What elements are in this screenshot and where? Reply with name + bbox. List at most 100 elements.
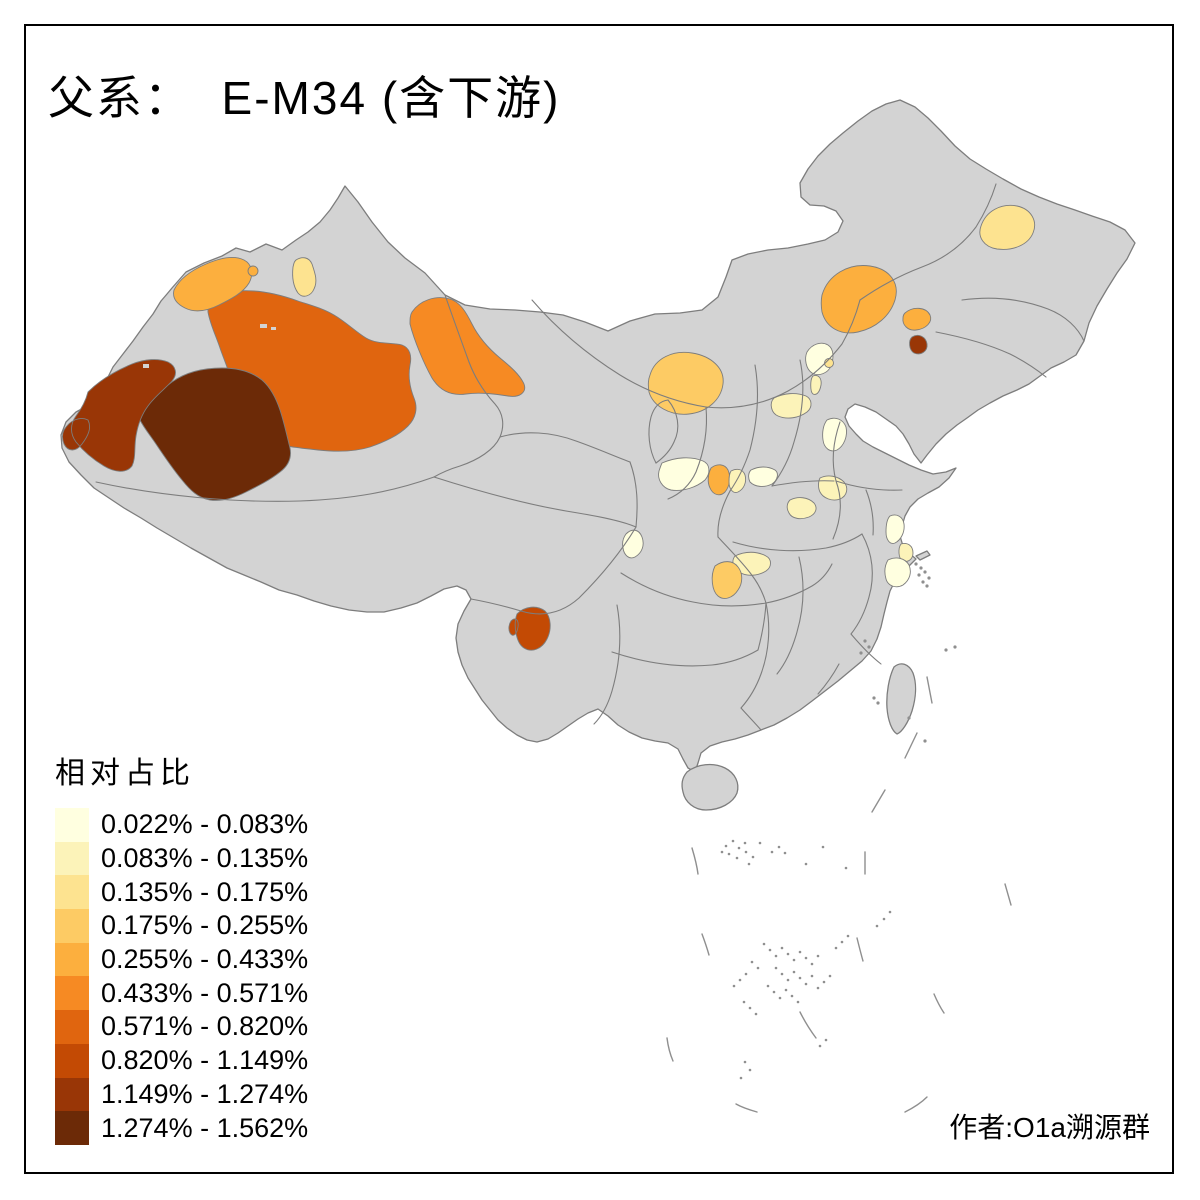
legend-label: 0.255% - 0.433% <box>101 944 309 975</box>
island-speck <box>923 739 927 743</box>
region-xinjiang-bortala-strip <box>292 257 317 297</box>
legend-swatch <box>55 1010 89 1044</box>
island-speck <box>822 980 826 984</box>
island-speck <box>882 917 886 921</box>
legend-row: 0.135% - 0.175% <box>55 875 308 910</box>
region-xinjiang-ili-band <box>173 257 253 312</box>
island-speck <box>844 866 848 870</box>
island-speck <box>758 841 762 845</box>
island-speck <box>742 1000 746 1004</box>
island-speck <box>727 852 731 856</box>
region-liaoning-jinzhou <box>909 334 928 355</box>
island-speck <box>738 978 742 982</box>
region-zhejiang-hangzhou <box>884 557 911 588</box>
island-speck <box>735 856 739 860</box>
legend-title: 相对占比 <box>55 757 195 790</box>
region-hubei-enshi <box>711 561 743 599</box>
region-xinjiang-kashgar <box>62 359 176 472</box>
island-speck <box>778 996 782 1000</box>
island-speck <box>923 570 927 574</box>
region-henan-luoyang-zhengzhou <box>748 466 778 487</box>
island-speck <box>804 982 808 986</box>
island-speck <box>953 645 957 649</box>
island-speck <box>739 1076 743 1080</box>
legend-label: 0.022% - 0.083% <box>101 809 309 840</box>
island-speck <box>828 974 832 978</box>
island-speck <box>927 576 931 580</box>
legend-label: 0.571% - 0.820% <box>101 1011 309 1042</box>
island-speck <box>770 850 774 854</box>
island-speck <box>804 956 808 960</box>
legend-swatch <box>55 909 89 943</box>
region-sichuan-mianyang <box>622 529 644 559</box>
island-speck <box>846 934 850 938</box>
region-inner-mongolia-chifeng <box>820 265 897 334</box>
region-xinjiang-wusu-dot <box>247 265 259 277</box>
legend-swatch <box>55 875 89 910</box>
legend-row: 0.433% - 0.571% <box>55 976 308 1011</box>
legend-row: 0.820% - 1.149% <box>55 1043 308 1078</box>
island-speck <box>792 958 796 962</box>
island-speck <box>917 573 921 577</box>
region-jiangsu-nantong <box>898 543 914 562</box>
island-speck <box>774 966 778 970</box>
legend-swatch <box>55 976 89 1011</box>
page-title: 父系： E-M34 (含下游) <box>48 72 561 124</box>
legend-label: 0.175% - 0.255% <box>101 910 309 941</box>
island-speck <box>720 850 724 854</box>
island-speck <box>754 1012 758 1016</box>
island-speck <box>876 701 880 705</box>
attribution: 作者:O1a溯源群 <box>949 1112 1150 1143</box>
legend-row: 0.255% - 0.433% <box>55 942 309 977</box>
legend-swatch <box>55 1043 89 1078</box>
island-speck <box>783 851 787 855</box>
island-speck <box>907 716 911 720</box>
island-speck <box>875 924 879 928</box>
island-speck <box>840 940 844 944</box>
island-speck <box>732 984 736 988</box>
coastal-island-specks <box>859 562 957 743</box>
island-speck <box>818 1044 822 1048</box>
island-speck <box>777 845 781 849</box>
island-speck <box>944 648 948 652</box>
legend-swatch <box>55 942 89 977</box>
island-speck <box>762 942 766 946</box>
chongming-island <box>915 550 931 561</box>
island-speck <box>798 950 802 954</box>
island-speck <box>784 988 788 992</box>
region-shandong-west <box>822 417 847 452</box>
island-speck <box>772 990 776 994</box>
region-liaoning-chaoyang <box>902 307 932 331</box>
legend-swatch <box>55 841 89 876</box>
island-speck <box>863 639 867 643</box>
colored-prefectures <box>62 204 1036 651</box>
island-speck <box>925 584 929 588</box>
island-speck <box>824 1038 828 1042</box>
island-speck <box>748 1006 752 1010</box>
legend-swatch <box>55 1111 89 1145</box>
island-speck <box>751 855 755 859</box>
island-speck <box>919 566 923 570</box>
legend-label: 0.083% - 0.135% <box>101 843 309 874</box>
island-speck <box>804 862 808 866</box>
island-speck <box>834 946 838 950</box>
island-speck <box>810 974 814 978</box>
island-speck <box>786 978 790 982</box>
legend-row: 1.149% - 1.274% <box>55 1077 308 1112</box>
island-speck <box>796 1000 800 1004</box>
island-speck <box>756 966 760 970</box>
region-tianjin-north <box>810 375 822 395</box>
lakes <box>143 324 276 368</box>
island-speck <box>888 910 892 914</box>
island-speck <box>872 696 876 700</box>
taiwan-island <box>886 663 917 735</box>
legend-row: 0.175% - 0.255% <box>55 909 308 943</box>
island-speck <box>724 844 728 848</box>
legend-swatch <box>55 1077 89 1112</box>
island-speck <box>921 580 925 584</box>
island-speck <box>780 972 784 976</box>
island-speck <box>798 976 802 980</box>
island-speck <box>816 954 820 958</box>
island-speck <box>737 846 741 850</box>
island-speck <box>748 1068 752 1072</box>
